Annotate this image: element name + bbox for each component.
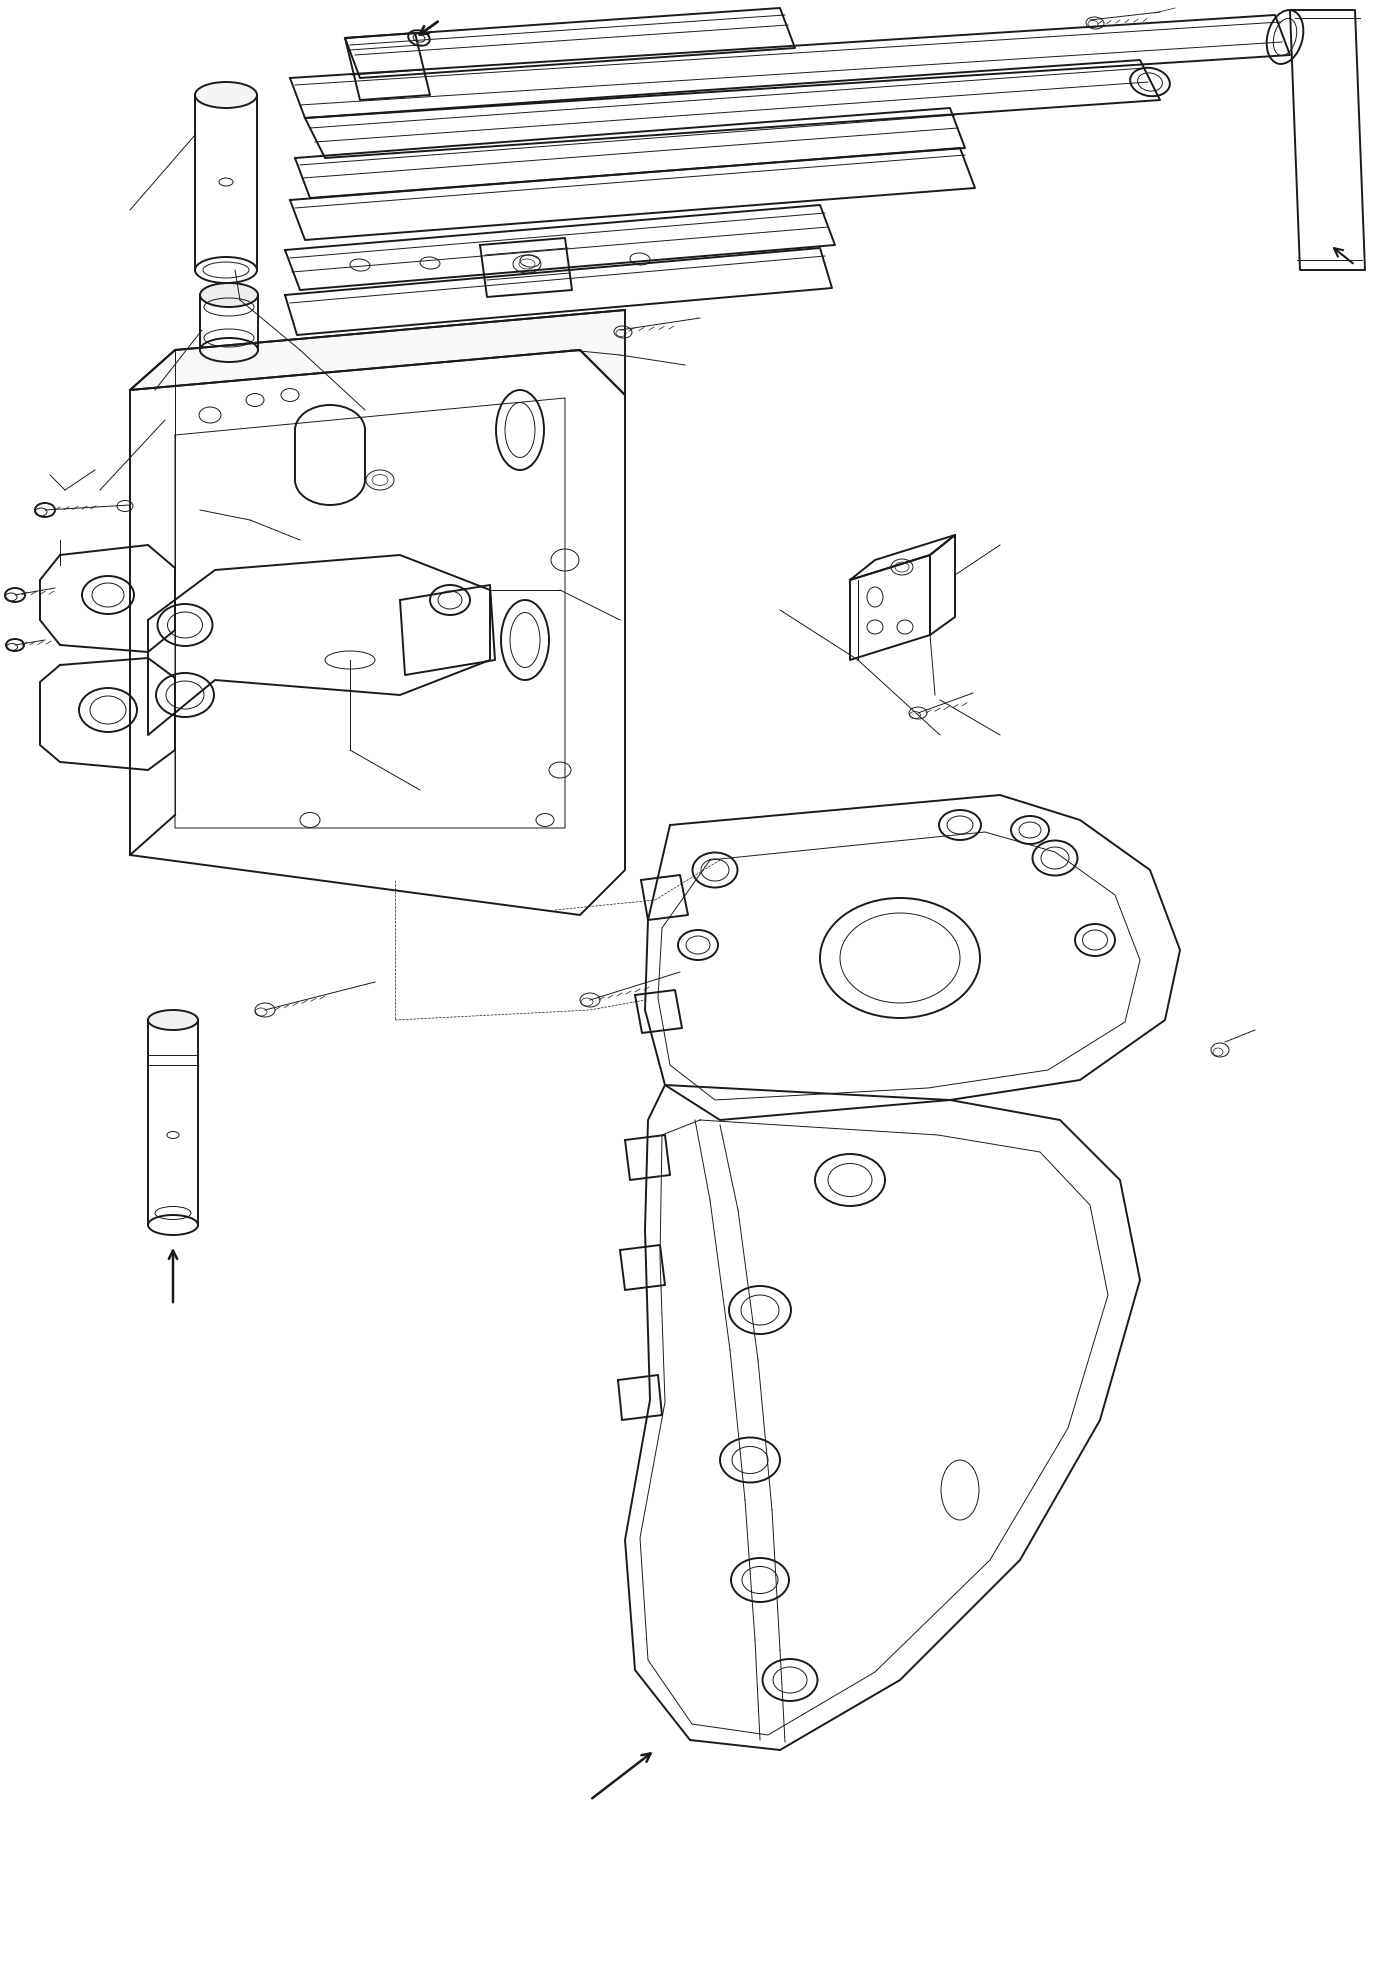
Ellipse shape — [148, 1010, 198, 1030]
Ellipse shape — [200, 282, 258, 308]
Polygon shape — [130, 310, 624, 394]
Ellipse shape — [196, 82, 257, 108]
